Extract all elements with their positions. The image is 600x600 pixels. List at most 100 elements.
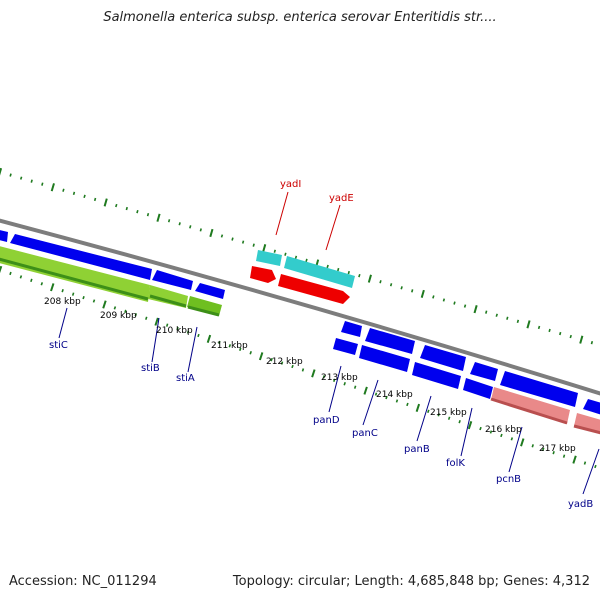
minor-tick: [458, 420, 461, 424]
gene-pcnB-bar[interactable]: [491, 387, 570, 424]
minor-tick: [30, 278, 33, 283]
gene-red-large[interactable]: [278, 274, 350, 304]
major-tick: [154, 317, 159, 326]
gene-block[interactable]: [365, 328, 415, 354]
minor-tick: [9, 173, 12, 177]
gene-label-stiB[interactable]: stiB: [141, 363, 160, 374]
gene-block[interactable]: [152, 270, 193, 290]
gene-block[interactable]: [470, 362, 498, 381]
minor-tick: [176, 326, 179, 331]
gene-label-yadI[interactable]: yadI: [280, 179, 301, 190]
minor-tick: [72, 191, 76, 196]
major-tick: [0, 167, 3, 176]
gene-label-panD[interactable]: panD: [313, 415, 340, 426]
minor-tick: [228, 344, 232, 348]
minor-tick: [167, 219, 171, 223]
minor-tick: [552, 451, 555, 455]
gene-panB-bar[interactable]: [412, 362, 461, 389]
scale-label: 211 kbp: [211, 341, 248, 351]
gene-label-yadE[interactable]: yadE: [329, 193, 354, 204]
gene-track-green[interactable]: [0, 245, 222, 317]
gene-yadE-teal[interactable]: [284, 256, 355, 288]
minor-tick: [270, 357, 273, 362]
scale-label: 210 kbp: [156, 326, 193, 336]
map-title: Salmonella enterica subsp. enterica sero…: [103, 10, 497, 25]
major-tick: [156, 213, 161, 222]
gene-track-blue-left[interactable]: [0, 229, 225, 299]
minor-tick: [249, 351, 252, 355]
minor-tick: [537, 325, 541, 330]
minor-tick: [199, 228, 202, 232]
major-tick: [311, 369, 316, 378]
minor-tick: [62, 188, 65, 192]
gene-block[interactable]: [195, 283, 225, 299]
minor-tick: [353, 385, 357, 389]
gene-label-panC[interactable]: panC: [352, 428, 378, 439]
gene-block[interactable]: [420, 345, 466, 371]
minor-tick: [284, 252, 287, 256]
scale-label: 214 kbp: [376, 390, 413, 400]
major-tick: [526, 320, 531, 329]
gene-stiA-bar[interactable]: [187, 296, 222, 316]
accession-label: Accession: NC_011294: [9, 574, 157, 589]
gene-folK-bar[interactable]: [463, 378, 493, 399]
major-tick: [363, 386, 368, 395]
minor-tick: [239, 347, 242, 351]
gene-yadB-bar[interactable]: [574, 413, 600, 434]
minor-tick: [400, 286, 403, 290]
minor-tick: [113, 306, 117, 310]
gene-block[interactable]: [10, 234, 152, 280]
minor-tick: [358, 273, 361, 278]
major-tick: [206, 334, 212, 344]
gene-label-stiC[interactable]: stiC: [49, 340, 68, 351]
gene-panC-bar[interactable]: [359, 345, 410, 372]
minor-tick: [145, 316, 148, 320]
minor-tick: [548, 328, 551, 333]
inner-tick-ring: [0, 265, 597, 469]
gene-panD-bar[interactable]: [333, 338, 358, 355]
gene-red-small[interactable]: [250, 266, 276, 283]
major-tick: [103, 198, 108, 207]
minor-tick: [124, 309, 127, 314]
minor-tick: [280, 361, 284, 365]
major-tick: [415, 403, 421, 413]
minor-tick: [326, 264, 329, 269]
minor-tick: [252, 243, 255, 247]
gene-label-folK[interactable]: folK: [446, 458, 465, 469]
minor-tick: [442, 298, 446, 302]
gene-label-pcnB[interactable]: pcnB: [496, 474, 521, 485]
major-tick: [262, 244, 267, 253]
minor-tick: [305, 258, 308, 263]
gene-track-yad[interactable]: [250, 250, 355, 304]
minor-tick: [220, 234, 224, 238]
scale-label: 216 kbp: [485, 425, 522, 435]
gene-label-yadB[interactable]: yadB: [568, 499, 593, 510]
gene-block[interactable]: [0, 229, 8, 242]
gene-block[interactable]: [500, 371, 578, 407]
genome-backbone: [0, 218, 600, 396]
scale-label: 213 kbp: [321, 373, 358, 383]
major-tick: [102, 300, 107, 309]
minor-tick: [93, 197, 97, 202]
minor-tick: [146, 212, 150, 217]
major-tick: [572, 455, 577, 464]
minor-tick: [92, 299, 96, 303]
minor-tick: [125, 206, 128, 211]
minor-tick: [19, 275, 23, 279]
gene-track-blue-right[interactable]: [333, 321, 600, 435]
minor-tick: [136, 209, 139, 214]
minor-tick: [485, 310, 488, 314]
minor-tick: [562, 454, 566, 458]
minor-tick: [186, 330, 190, 334]
major-tick: [50, 283, 55, 292]
gene-block[interactable]: [341, 321, 362, 337]
gene-yadI-teal[interactable]: [256, 250, 282, 266]
minor-tick: [178, 222, 181, 226]
label-leaders: [58, 191, 600, 495]
gene-block[interactable]: [583, 399, 600, 416]
gene-label-stiA[interactable]: stiA: [176, 373, 195, 384]
minor-tick: [322, 375, 326, 379]
minor-tick: [590, 340, 594, 345]
gene-label-panB[interactable]: panB: [404, 444, 430, 455]
